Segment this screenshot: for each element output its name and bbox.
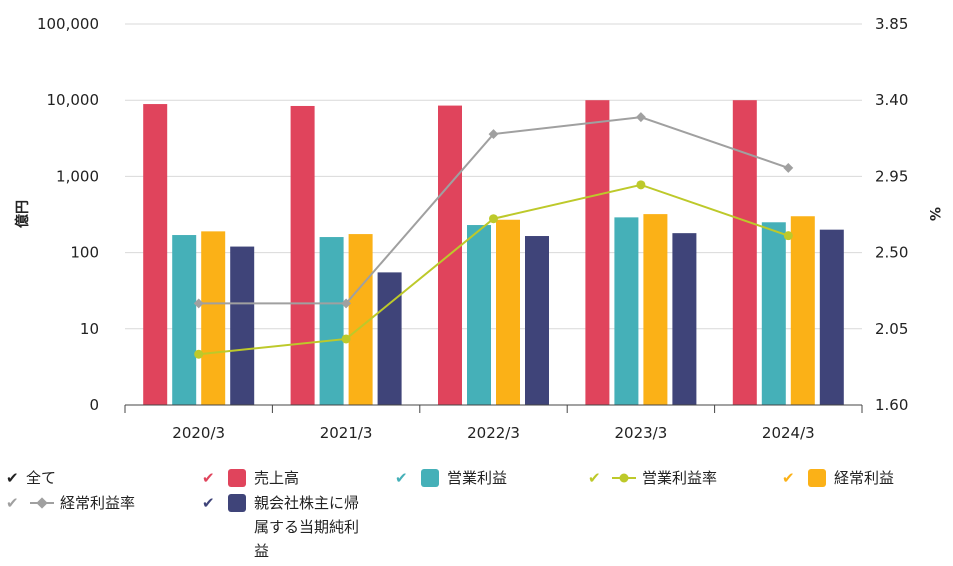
legend-item-sales[interactable]: ✔ 売上高 <box>202 466 299 490</box>
left-axis-title: 億円 <box>14 200 31 228</box>
right-tick-label: 3.40 <box>875 91 908 109</box>
check-icon: ✔ <box>395 469 408 487</box>
bar-1-4 <box>761 222 786 405</box>
point-0-2 <box>489 214 498 224</box>
legend-label-all: 全て <box>26 469 57 487</box>
net-income-swatch <box>228 494 246 512</box>
legend-item-all[interactable]: ✔ 全て <box>6 466 56 490</box>
bar-2-0 <box>201 231 226 405</box>
legend-label-net-income: 親会社株主に帰属する当期純利益 <box>254 494 360 560</box>
check-icon: ✔ <box>202 494 215 512</box>
left-tick-label: 100,000 <box>37 15 99 33</box>
bar-3-2 <box>525 236 549 405</box>
left-tick-label: 10 <box>80 320 99 338</box>
bar-0-3 <box>585 100 610 405</box>
sales-swatch <box>228 469 246 487</box>
left-tick-label: 1,000 <box>56 167 99 185</box>
operating-margin-line-icon <box>612 473 636 483</box>
bar-2-3 <box>643 214 668 405</box>
ordinary-margin-line-icon <box>30 497 54 509</box>
check-icon: ✔ <box>588 469 601 487</box>
right-axis-title: % <box>926 207 942 221</box>
bar-0-1 <box>290 105 315 406</box>
line-1 <box>198 116 789 305</box>
bar-2-4 <box>790 216 815 405</box>
line-series <box>193 112 794 359</box>
point-0-4 <box>783 231 793 241</box>
check-icon: ✔ <box>202 469 215 487</box>
right-tick-label: 2.95 <box>875 167 908 185</box>
bar-3-3 <box>672 233 697 405</box>
bar-series <box>143 100 844 406</box>
legend-item-net-income[interactable]: ✔ 親会社株主に帰属する当期純利益 <box>202 491 372 563</box>
x-tick-label: 2024/3 <box>762 424 815 442</box>
combo-chart: 0 1.60 10 2.05 100 2.50 1,000 2.95 10,000 3.40 100… <box>14 15 942 442</box>
left-tick-label: 0 <box>89 396 99 414</box>
x-tick-label: 2022/3 <box>467 424 520 442</box>
check-icon: ✔ <box>6 469 19 487</box>
legend-item-ordinary-profit[interactable]: ✔ 経常利益 <box>782 466 894 490</box>
right-tick-label: 1.60 <box>875 396 908 414</box>
bar-3-4 <box>819 229 844 405</box>
bar-3-1 <box>377 272 402 405</box>
bar-0-4 <box>732 100 757 405</box>
point-1-3 <box>635 112 646 123</box>
operating-profit-swatch <box>421 469 439 487</box>
legend-item-operating-profit[interactable]: ✔ 営業利益 <box>395 466 507 490</box>
legend-item-ordinary-margin[interactable]: ✔ 経常利益率 <box>6 491 135 515</box>
legend-label-operating-margin: 営業利益率 <box>642 469 718 487</box>
x-tick-label: 2023/3 <box>615 424 668 442</box>
left-tick-label: 10,000 <box>47 91 100 109</box>
bar-1-3 <box>614 217 639 405</box>
point-1-1 <box>341 298 352 309</box>
bar-3-0 <box>230 246 255 405</box>
x-tick-label: 2020/3 <box>172 424 225 442</box>
bar-1-1 <box>319 237 344 405</box>
point-0-1 <box>341 334 351 344</box>
legend-item-operating-margin[interactable]: ✔ 営業利益率 <box>588 466 717 490</box>
ordinary-profit-swatch <box>808 469 826 487</box>
legend-label-operating-profit: 営業利益 <box>447 469 508 487</box>
point-1-4 <box>783 162 794 173</box>
legend-label-ordinary-margin: 経常利益率 <box>60 494 136 512</box>
right-tick-label: 2.05 <box>875 320 908 338</box>
right-tick-label: 3.85 <box>875 15 908 33</box>
point-0-3 <box>636 180 646 190</box>
point-1-2 <box>488 129 499 140</box>
axes: 0 1.60 10 2.05 100 2.50 1,000 2.95 10,000 3.40 100… <box>14 15 942 442</box>
bar-1-0 <box>172 235 197 405</box>
bar-2-2 <box>496 219 520 405</box>
x-tick-label: 2021/3 <box>320 424 373 442</box>
left-tick-label: 100 <box>70 244 99 262</box>
legend-label-ordinary-profit: 経常利益 <box>834 469 895 487</box>
point-0-0 <box>194 349 204 359</box>
right-tick-label: 2.50 <box>875 244 908 262</box>
legend-label-sales: 売上高 <box>254 469 300 487</box>
bar-0-0 <box>143 104 168 405</box>
point-1-0 <box>193 298 204 309</box>
legend: ✔ 全て ✔ 売上高 ✔ 営業利益 ✔ 営業利益率 ✔ 経常利益 ✔ 経常利益率… <box>0 466 953 566</box>
bar-1-2 <box>467 225 491 405</box>
check-icon: ✔ <box>6 494 19 512</box>
check-icon: ✔ <box>782 469 795 487</box>
